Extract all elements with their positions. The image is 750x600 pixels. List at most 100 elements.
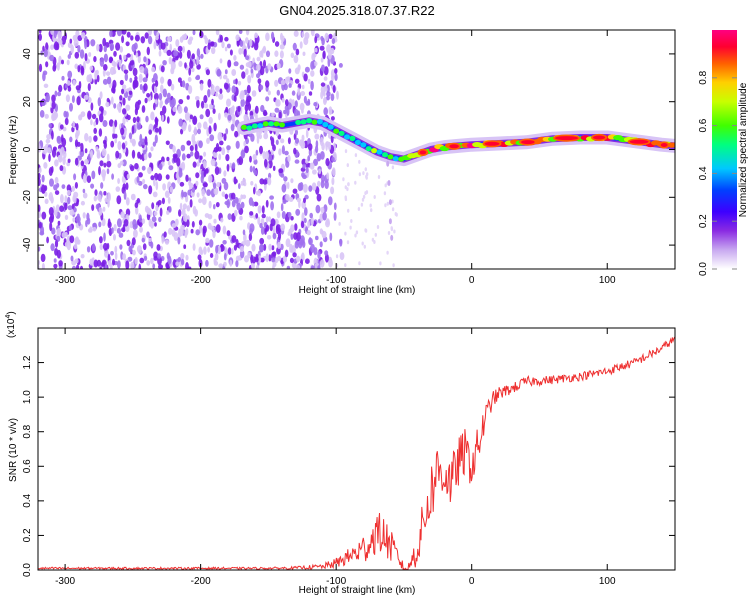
noise-blob (212, 108, 216, 114)
y-tick-label: 0.8 (22, 424, 33, 438)
noise-blob (98, 206, 103, 216)
noise-blob (39, 110, 45, 118)
noise-blob (236, 202, 241, 211)
noise-blob (324, 32, 329, 42)
noise-blob (328, 258, 333, 268)
x-tick-label: -200 (191, 576, 211, 587)
noise-blob (373, 195, 376, 199)
noise-blob (342, 177, 345, 182)
noise-blob (156, 244, 161, 251)
noise-blob (212, 151, 218, 158)
noise-blob (188, 85, 193, 95)
noise-blob (158, 126, 162, 135)
noise-blob (364, 167, 367, 172)
ridge-cell (338, 130, 345, 136)
noise-blob (202, 225, 207, 234)
ridge-spur (388, 199, 392, 206)
noise-blob (61, 59, 64, 65)
noise-blob (354, 153, 358, 158)
noise-blob (162, 183, 167, 191)
noise-blob (123, 219, 129, 227)
snr-multiplier-base: (x10 (6, 318, 17, 338)
noise-blob (162, 88, 167, 98)
noise-blob (193, 126, 197, 136)
noise-blob (154, 99, 158, 105)
noise-blob (197, 254, 202, 261)
noise-blob (110, 140, 115, 148)
noise-blob (113, 103, 117, 109)
noise-blob (99, 91, 103, 99)
noise-blob (111, 173, 114, 180)
noise-blob (195, 96, 200, 101)
noise-blob (119, 46, 124, 53)
noise-blob (102, 206, 106, 212)
noise-blob (270, 149, 274, 156)
noise-blob (245, 55, 250, 61)
noise-blob (54, 41, 59, 51)
noise-blob (80, 200, 85, 206)
noise-blob (265, 50, 271, 58)
noise-blob (132, 67, 138, 77)
noise-blob (112, 84, 115, 91)
noise-blob (290, 216, 294, 221)
noise-blob (233, 244, 237, 251)
noise-blob (177, 236, 181, 245)
noise-blob (147, 35, 153, 45)
noise-blob (54, 90, 58, 97)
ridge-spur (390, 234, 394, 241)
noise-blob (117, 163, 122, 169)
noise-blob (167, 36, 172, 42)
ridge-spur (386, 160, 390, 167)
noise-blob (292, 252, 297, 258)
noise-blob (104, 263, 108, 269)
noise-blob (190, 228, 194, 234)
noise-blob (165, 174, 170, 180)
ridge-cell (316, 119, 323, 125)
noise-blob (105, 71, 111, 76)
noise-blob (137, 180, 143, 186)
noise-blob (41, 184, 46, 194)
noise-blob (60, 146, 65, 156)
noise-blob (104, 250, 109, 258)
noise-blob (281, 145, 285, 155)
noise-blob (179, 227, 184, 237)
noise-blob (267, 177, 272, 186)
noise-blob (69, 102, 73, 112)
noise-blob (240, 149, 246, 159)
noise-blob (251, 262, 255, 269)
noise-blob (170, 83, 175, 91)
noise-blob (319, 228, 323, 235)
noise-blob (266, 235, 272, 240)
noise-blob (168, 57, 172, 65)
noise-blob (285, 76, 289, 85)
noise-blob (285, 194, 290, 201)
noise-blob (91, 113, 97, 120)
noise-blob (188, 67, 192, 76)
noise-blob (295, 48, 300, 56)
noise-blob (99, 160, 104, 167)
noise-blob (107, 260, 111, 267)
noise-blob (114, 252, 118, 261)
noise-blob (199, 83, 204, 91)
noise-blob (181, 207, 186, 216)
noise-blob (152, 263, 156, 269)
noise-blob (253, 169, 258, 176)
noise-blob (357, 207, 361, 211)
noise-blob (224, 112, 228, 118)
noise-blob (264, 158, 268, 168)
noise-blob (344, 231, 347, 236)
noise-blob (78, 221, 81, 227)
noise-blob (334, 73, 338, 81)
noise-blob (192, 30, 196, 36)
noise-blob (119, 244, 123, 250)
noise-blob (179, 163, 184, 169)
noise-blob (40, 50, 44, 56)
noise-blob (164, 190, 170, 198)
noise-blob (106, 168, 110, 175)
noise-blob (207, 42, 211, 50)
noise-blob (196, 74, 200, 80)
ridge-cell (251, 123, 258, 129)
noise-blob (59, 124, 64, 130)
noise-blob (109, 42, 115, 51)
noise-blob (233, 176, 237, 185)
